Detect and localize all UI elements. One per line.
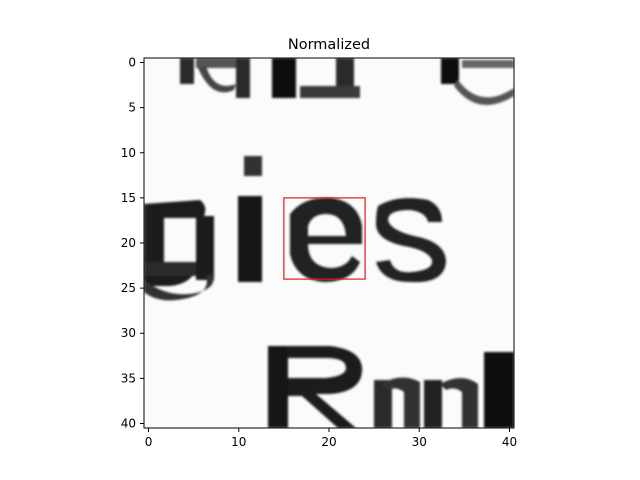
y-tick-label: 20 (121, 236, 136, 250)
x-tick-label: 0 (145, 435, 153, 449)
y-tick-label: 25 (121, 281, 136, 295)
y-tick-label: 40 (121, 416, 136, 430)
x-tick-label: 40 (502, 435, 517, 449)
x-tick-label: 30 (412, 435, 427, 449)
x-axis: 0 10 20 30 40 (144, 427, 517, 449)
plot-area (143, 57, 515, 429)
x-tick-label: 10 (231, 435, 246, 449)
x-tick-label: 20 (321, 435, 336, 449)
y-tick-label: 10 (121, 146, 136, 160)
y-tick-label: 0 (128, 56, 136, 70)
highlight-box (283, 197, 366, 280)
y-axis: 0 5 10 15 20 25 30 35 40 (121, 56, 145, 430)
y-tick-label: 35 (121, 371, 136, 385)
y-tick-label: 5 (128, 101, 136, 115)
heatmap-image (144, 58, 514, 428)
y-tick-label: 15 (121, 191, 136, 205)
chart-title: Normalized (288, 37, 370, 53)
y-tick-label: 30 (121, 326, 136, 340)
